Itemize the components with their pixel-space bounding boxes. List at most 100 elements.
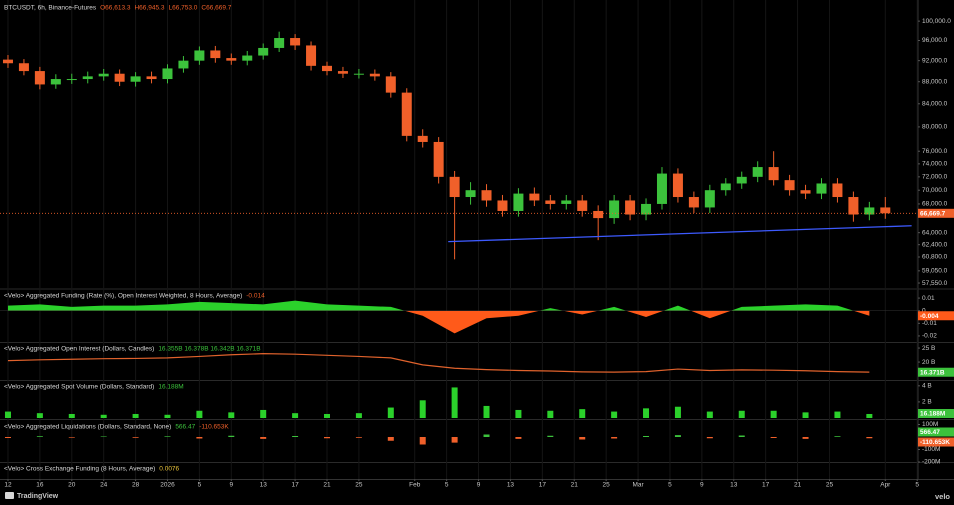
x-tick-label: 9 <box>229 482 233 489</box>
y-tick-label: 4 B <box>922 383 932 390</box>
candle-body <box>130 76 141 82</box>
x-tick-label: 13 <box>260 482 268 489</box>
pane-title-value: 16.188M <box>158 384 183 391</box>
last-value-label: 66,669.7 <box>920 211 946 218</box>
x-tick-label: 17 <box>762 482 770 489</box>
candle-body <box>2 59 13 64</box>
y-tick-label: 92,000.0 <box>922 57 948 64</box>
candle-body <box>242 55 253 61</box>
candle-body <box>433 141 444 177</box>
last-value-box <box>918 437 954 447</box>
candle-body <box>497 200 508 211</box>
y-tick-label: 57,550.0 <box>922 280 948 287</box>
candle-body <box>609 200 620 219</box>
candle-body <box>577 200 588 211</box>
y-tick-label: 76,000.0 <box>922 148 948 155</box>
candle-body <box>162 68 173 80</box>
candle-body <box>82 76 93 80</box>
bar <box>292 413 299 418</box>
pane-title-value: 0.0076 <box>159 466 179 473</box>
candle-body <box>672 173 683 198</box>
candle-body <box>66 79 77 81</box>
x-tick-label: 16 <box>36 482 44 489</box>
candle-body <box>210 50 221 59</box>
candle-body <box>18 63 29 72</box>
last-value-box <box>918 311 954 321</box>
bar <box>451 387 458 418</box>
x-tick-label: 12 <box>4 482 12 489</box>
source: velo <box>935 492 950 501</box>
pane-title: BTCUSDT, 6h, Binance-Futures <box>4 5 97 12</box>
pane-title-value: 16.355B 16.378B 16.342B 16.371B <box>158 346 260 353</box>
bar <box>132 413 139 418</box>
candle-body <box>832 183 843 198</box>
grid <box>7 0 918 479</box>
x-tick-label: 21 <box>794 482 802 489</box>
price-axis-bg <box>918 0 954 480</box>
x-tick-label: 25 <box>603 482 611 489</box>
y-tick-label: -100M <box>922 446 940 453</box>
x-tick-label: 21 <box>571 482 579 489</box>
x-tick-label: Feb <box>409 482 421 489</box>
y-tick-label: 72,000.0 <box>922 174 948 181</box>
line <box>7 353 870 373</box>
bar <box>866 437 873 439</box>
bar <box>68 413 75 418</box>
y-tick-label: 84,000.0 <box>922 100 948 107</box>
candle-body <box>274 38 285 48</box>
trendline <box>448 225 912 243</box>
bar <box>100 414 107 418</box>
y-tick-label: 20 B <box>922 359 935 366</box>
y-tick-label: -200M <box>922 459 940 466</box>
bar <box>260 409 267 418</box>
pane-title: <Velo> Aggregated Spot Volume (Dollars, … <box>4 384 154 391</box>
last-value-box <box>918 367 954 377</box>
pane-title-value: O66,613.3 <box>100 5 131 12</box>
bar <box>643 408 650 418</box>
bar <box>706 411 713 418</box>
pane-title-value: L66,753.0 <box>168 5 197 12</box>
bar <box>100 436 107 437</box>
candle-body <box>848 197 859 215</box>
bar <box>515 437 522 439</box>
bar <box>483 405 490 418</box>
x-tick-label: 13 <box>507 482 515 489</box>
candle-body <box>768 167 779 181</box>
bar <box>164 436 171 437</box>
candle-body <box>513 193 524 211</box>
bar <box>324 413 331 418</box>
bar <box>738 410 745 418</box>
candle-body <box>449 176 460 198</box>
x-tick-label: 17 <box>539 482 547 489</box>
candle-body <box>306 45 317 66</box>
bar <box>355 437 362 438</box>
candle-body <box>194 50 205 61</box>
bar <box>674 406 681 418</box>
brand-logo <box>5 492 14 499</box>
candle-body <box>465 190 476 198</box>
x-tick-label: 5 <box>445 482 449 489</box>
bar <box>260 437 267 439</box>
x-tick-label: 28 <box>132 482 140 489</box>
x-tick-label: 5 <box>198 482 202 489</box>
candle-body <box>561 200 572 204</box>
bar <box>419 437 426 445</box>
x-tick-label: Mar <box>632 482 644 489</box>
bar <box>515 409 522 418</box>
candle-body <box>50 79 61 85</box>
pane-title: <Velo> Cross Exchange Funding (8 Hours, … <box>4 466 155 473</box>
y-tick-label: 96,000.0 <box>922 37 948 44</box>
bar <box>324 437 331 439</box>
bar <box>643 436 650 437</box>
bar <box>387 437 394 441</box>
bar <box>196 437 203 439</box>
bar <box>483 434 490 437</box>
y-tick-label: 88,000.0 <box>922 78 948 85</box>
candle-body <box>816 183 827 194</box>
brand: TradingView <box>17 493 59 500</box>
bar <box>770 410 777 418</box>
candle-body <box>258 47 269 56</box>
area <box>7 300 870 334</box>
x-tick-label: 9 <box>700 482 704 489</box>
